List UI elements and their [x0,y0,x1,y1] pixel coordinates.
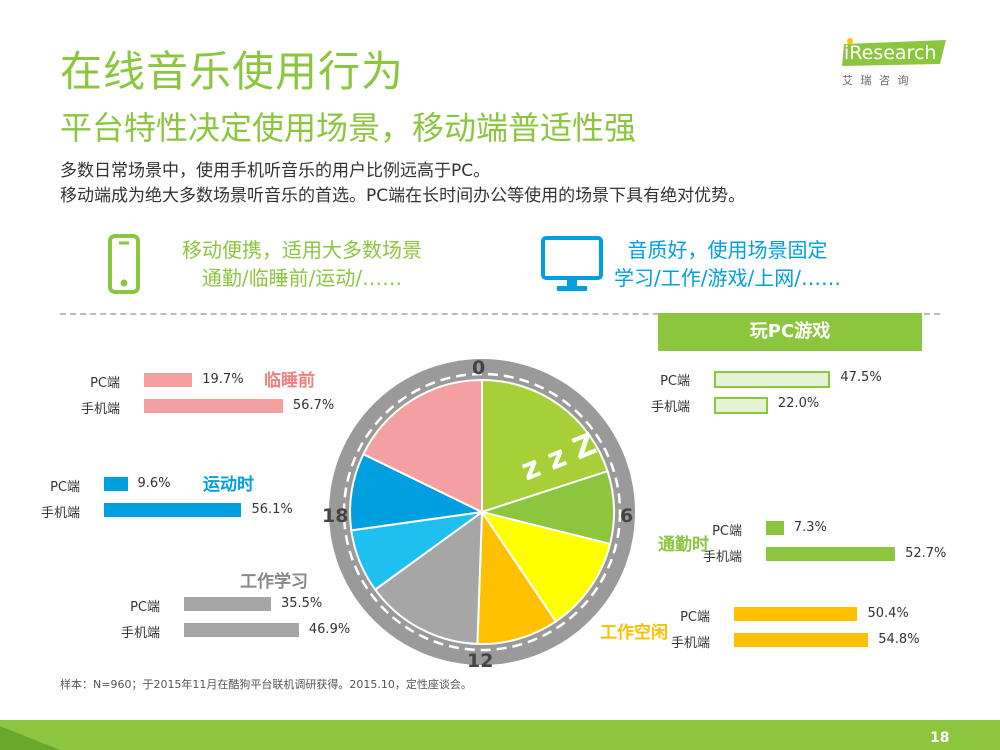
clock-label-18: 18 [322,505,349,527]
phone-icon [108,234,140,298]
bar-pc [734,607,858,621]
mobile-feature-scenes: 通勤/临睡前/运动/…… [201,266,403,290]
value-label-pc: 19.7% [202,372,244,387]
pc-row-label: PC端 [660,374,690,389]
logo-brand: iResearch [844,42,937,64]
clock-label-12: 12 [467,650,494,672]
monitor-icon [541,236,603,298]
scenario-title-exercise: 运动时 [203,475,254,495]
pc-feature-title: 音质好，使用场景固定 [627,238,828,262]
value-label-pc: 9.6% [137,476,171,491]
value-label-mobile: 56.1% [251,502,293,517]
bar-mobile [734,633,869,647]
mobile-feature-title: 移动便携，适用大多数场景 [182,238,422,262]
description-line-1: 多数日常场景中，使用手机听音乐的用户比例远高于PC。 [60,161,491,181]
bar-mobile [104,503,242,517]
mobile-row-label: 手机端 [40,506,80,521]
scenario-title-game: 玩PC游戏 [658,313,922,351]
bar-mobile [766,547,896,561]
bar-pc [104,477,128,491]
iresearch-logo: iResearch 艾 瑞 咨 询 [840,36,950,96]
pc-row-label: PC端 [90,376,120,391]
page-subtitle: 平台特性决定使用场景，移动端普适性强 [60,109,637,147]
pc-row-label: PC端 [130,600,160,615]
value-label-mobile: 46.9% [308,622,351,637]
section-divider [60,313,940,315]
pc-row-label: PC端 [680,610,710,625]
description-line-2: 移动端成为绝大多数场景听音乐的首选。PC端在长时间办公等使用的场景下具有绝对优势… [60,186,746,206]
mobile-row-label: 手机端 [650,400,690,415]
bar-mobile [714,397,768,414]
value-label-pc: 47.5% [840,370,882,385]
pc-row-label: PC端 [712,524,742,539]
mobile-row-label: 手机端 [702,550,742,565]
clock-sector-exercise-2 [349,452,486,532]
page-title: 在线音乐使用行为 [60,47,405,96]
clock-label-0: 0 [472,357,486,379]
logo-badge-icon [842,38,946,66]
clock-sector-idle-1 [479,510,612,623]
clock-label-6: 6 [620,505,634,527]
clock-sector-study [373,509,484,645]
logo-subtitle: 艾 瑞 咨 询 [842,74,911,87]
mobile-row-label: 手机端 [120,626,160,641]
clock-sector-sleep-before [362,378,483,514]
scenario-title-sleep: 临睡前 [264,371,315,391]
bottom-band [0,720,1000,750]
clock-chart [329,359,635,665]
footnote: 样本：N=960；于2015年11月在酷狗平台联机调研获得。2015.10，定性… [60,678,472,691]
scenario-title-study: 工作学习 [240,572,308,592]
clock-sector-idle-2 [476,508,558,645]
bar-pc [144,373,193,387]
value-label-pc: 7.3% [793,520,827,535]
scenario-title-commute: 通勤时 [658,535,709,555]
clock-ticks [342,372,622,652]
mobile-row-label: 手机端 [80,402,120,417]
bar-mobile [184,623,299,637]
value-label-pc: 35.5% [280,596,323,611]
pc-row-label: PC端 [50,480,80,495]
value-label-mobile: 54.8% [878,632,920,647]
bar-pc [766,521,784,535]
scenario-title-idle: 工作空闲 [600,623,668,643]
value-label-mobile: 52.7% [905,546,947,561]
clock-sector-sleep-time [481,378,609,514]
value-label-mobile: 56.7% [292,398,335,413]
bar-pc [714,371,831,388]
mobile-row-label: 手机端 [670,636,710,651]
bar-mobile [144,399,283,413]
bar-pc [184,597,271,611]
value-label-pc: 50.4% [867,606,909,621]
value-label-mobile: 22.0% [777,396,820,411]
page-number: 18 [930,730,950,746]
pc-feature-scenes: 学习/工作/游戏/上网/…… [614,266,841,290]
